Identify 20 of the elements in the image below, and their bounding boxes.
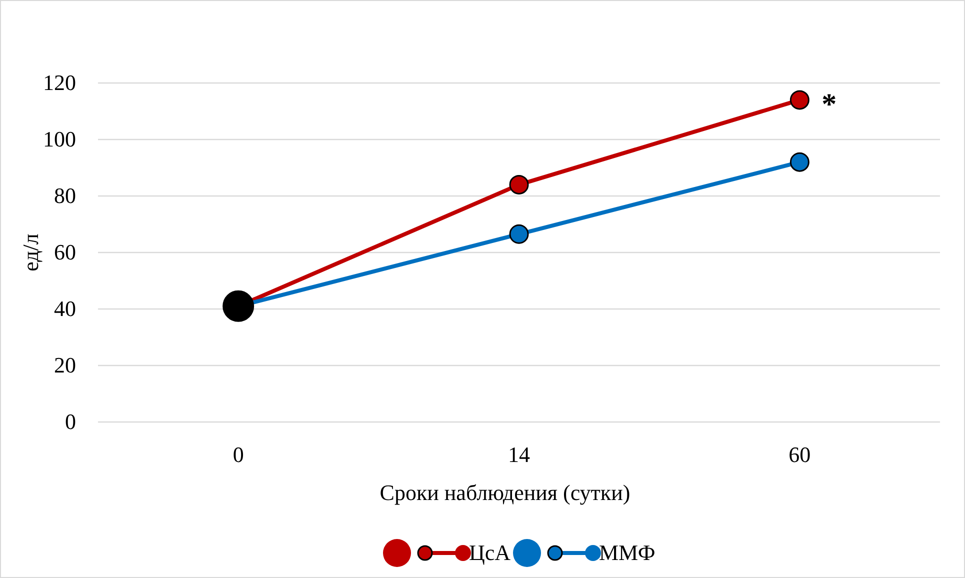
x-tick-label: 14 [508,442,530,467]
x-axis-title: Сроки наблюдения (сутки) [380,480,630,505]
y-tick-label: 20 [54,352,76,378]
legend-label: ММФ [599,540,656,565]
point [790,152,810,172]
y-tick-label: 100 [43,126,76,152]
x-tick-label: 0 [232,442,244,467]
y-axis-title: ед/л [18,234,43,272]
x-tick-label: 60 [788,442,811,467]
y-tick-label: 120 [43,70,76,95]
annotation: * [822,88,837,121]
y-tick-label: 40 [54,296,76,321]
point [509,224,529,244]
point [790,90,810,110]
point [509,174,529,194]
point [222,290,254,322]
legend-label: ЦсА [469,540,511,565]
y-tick-label: 60 [54,240,76,264]
y-tick-label: 80 [54,183,76,208]
y-tick-label: 0 [65,409,76,434]
